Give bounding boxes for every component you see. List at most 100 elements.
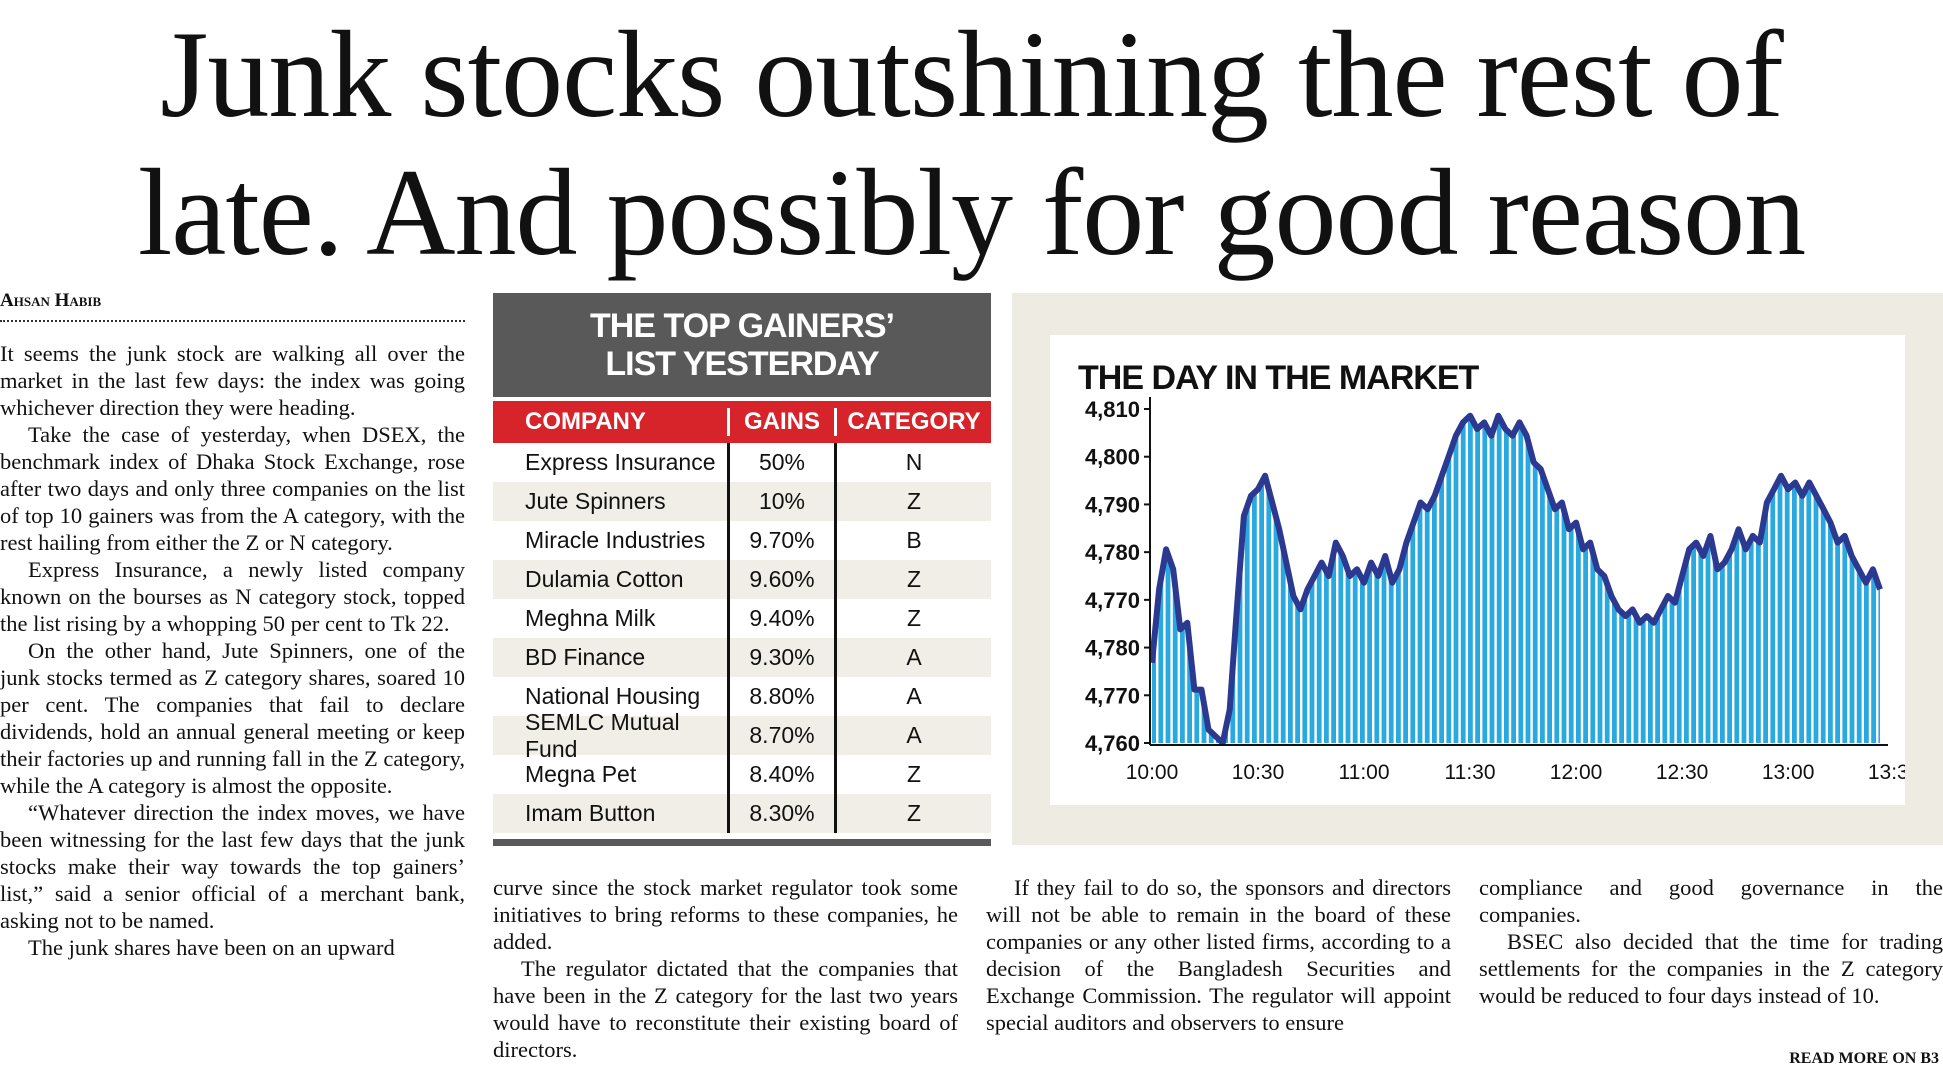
area-stripe (1516, 415, 1519, 743)
area-stripe (1710, 415, 1713, 743)
area-stripe (1782, 415, 1785, 743)
area-stripe (1818, 415, 1821, 743)
area-stripe (1400, 415, 1404, 743)
category-cell: A (834, 677, 991, 716)
area-stripe (1825, 415, 1828, 743)
byline: Ahsan Habib (0, 290, 465, 322)
gains-cell: 8.30% (727, 794, 834, 833)
table-title-line-1: THE TOP GAINERS’ (590, 307, 895, 345)
area-stripe (1739, 415, 1742, 743)
y-tick-label: 4,780 (1085, 540, 1140, 565)
category-cell: B (834, 521, 991, 560)
category-cell: Z (834, 560, 991, 599)
table-row: Megna Pet 8.40% Z (493, 755, 991, 794)
area-stripe (1508, 415, 1512, 743)
area-stripe (1494, 415, 1497, 743)
y-tick-label: 4,770 (1085, 588, 1140, 613)
paragraph: The junk shares have been on an upward (28, 935, 395, 960)
area-stripe (1638, 415, 1641, 743)
area-stripe (1530, 415, 1533, 743)
gains-cell: 9.70% (727, 521, 834, 560)
y-tick-label: 4,760 (1085, 731, 1140, 756)
table-title: THE TOP GAINERS’ LIST YESTERDAY (493, 293, 991, 397)
x-tick-label: 13:00 (1762, 761, 1815, 784)
company-cell: Express Insurance (525, 449, 716, 475)
y-tick-label: 4,790 (1085, 492, 1140, 517)
area-stripe (1559, 415, 1562, 743)
area-stripe (1220, 415, 1224, 743)
area-stripe (1458, 415, 1461, 743)
area-stripe (1436, 415, 1440, 743)
area-stripe (1768, 415, 1771, 743)
category-cell: Z (834, 755, 991, 794)
gains-cell: 10% (727, 482, 834, 521)
area-stripe (1256, 415, 1260, 743)
gains-cell: 9.30% (727, 638, 834, 677)
category-cell: N (834, 443, 991, 482)
gains-cell: 9.60% (727, 560, 834, 599)
gains-cell: 8.40% (727, 755, 834, 794)
area-stripe (1660, 415, 1663, 743)
area-stripe (1415, 415, 1418, 743)
column-header-gains: GAINS (727, 408, 834, 436)
area-stripe (1847, 415, 1850, 743)
area-stripe (1667, 415, 1670, 743)
table-row: Express Insurance 50% N (493, 443, 991, 482)
area-stripe (1379, 415, 1382, 743)
paragraph: It seems the junk stock are walking all … (0, 341, 465, 420)
area-stripe (1357, 415, 1360, 743)
market-chart-panel: THE DAY IN THE MARKET 4,810 4,800 4,790 4,7… (1012, 293, 1943, 845)
area-stripe (1386, 415, 1389, 743)
area-stripe (1422, 415, 1425, 743)
area-stripe (1609, 415, 1612, 743)
area-stripe (1350, 415, 1353, 743)
area-stripe (1674, 415, 1677, 743)
area-stripe (1645, 415, 1648, 743)
table-footer-rule (493, 839, 991, 846)
table-row: Jute Spinners 10% Z (493, 482, 991, 521)
area-stripe (1796, 415, 1800, 743)
area-stripe (1883, 399, 1885, 743)
area-stripe (1451, 415, 1454, 743)
gains-cell: 9.40% (727, 599, 834, 638)
x-tick-label: 11:00 (1339, 761, 1390, 784)
area-stripe (1811, 415, 1814, 743)
y-tick-label: 4,800 (1085, 445, 1140, 470)
paragraph: If they fail to do so, the sponsors and … (986, 875, 1451, 1035)
area-stripe (1343, 415, 1346, 743)
article-column-1: It seems the junk stock are walking all … (0, 340, 465, 961)
area-stripe (1264, 415, 1267, 743)
read-more-link[interactable]: READ MORE ON B3 (1789, 1050, 1939, 1067)
table-row: Meghna Milk 9.40% Z (493, 599, 991, 638)
area-stripe (1717, 415, 1720, 743)
company-cell: Dulamia Cotton (525, 566, 684, 592)
category-cell: Z (834, 794, 991, 833)
x-tick-label: 11:30 (1445, 761, 1496, 784)
top-gainers-table: THE TOP GAINERS’ LIST YESTERDAY COMPANY … (493, 293, 991, 846)
area-stripe (1760, 415, 1764, 743)
area-stripe (1177, 415, 1180, 743)
area-stripe (1480, 415, 1483, 743)
area-stripe (1789, 415, 1792, 743)
area-stripe (1321, 415, 1324, 743)
index-line (1149, 412, 1883, 746)
y-tick-label: 4,780 (1085, 636, 1140, 661)
market-chart-card: THE DAY IN THE MARKET 4,810 4,800 4,790 4,7… (1050, 335, 1905, 805)
article-column-2: curve since the stock market regulator t… (493, 874, 958, 1063)
y-tick-label: 4,770 (1085, 683, 1140, 708)
company-cell: Imam Button (525, 800, 656, 826)
area-stripe (1588, 415, 1591, 743)
gains-cell: 8.80% (727, 677, 834, 716)
area-stripe (1724, 415, 1728, 743)
area-stripe (1249, 415, 1252, 743)
area-stripe (1163, 415, 1166, 743)
area-stripe (1652, 415, 1656, 743)
category-cell: A (834, 638, 991, 677)
area-stripe (1242, 415, 1245, 743)
area-stripe (1732, 415, 1735, 743)
paragraph: “Whatever direction the index moves, we … (0, 800, 465, 933)
x-tick-label: 10:30 (1232, 761, 1285, 784)
table-row: Imam Button 8.30% Z (493, 794, 991, 833)
company-cell: Meghna Milk (525, 605, 656, 631)
area-stripe (1372, 415, 1375, 743)
